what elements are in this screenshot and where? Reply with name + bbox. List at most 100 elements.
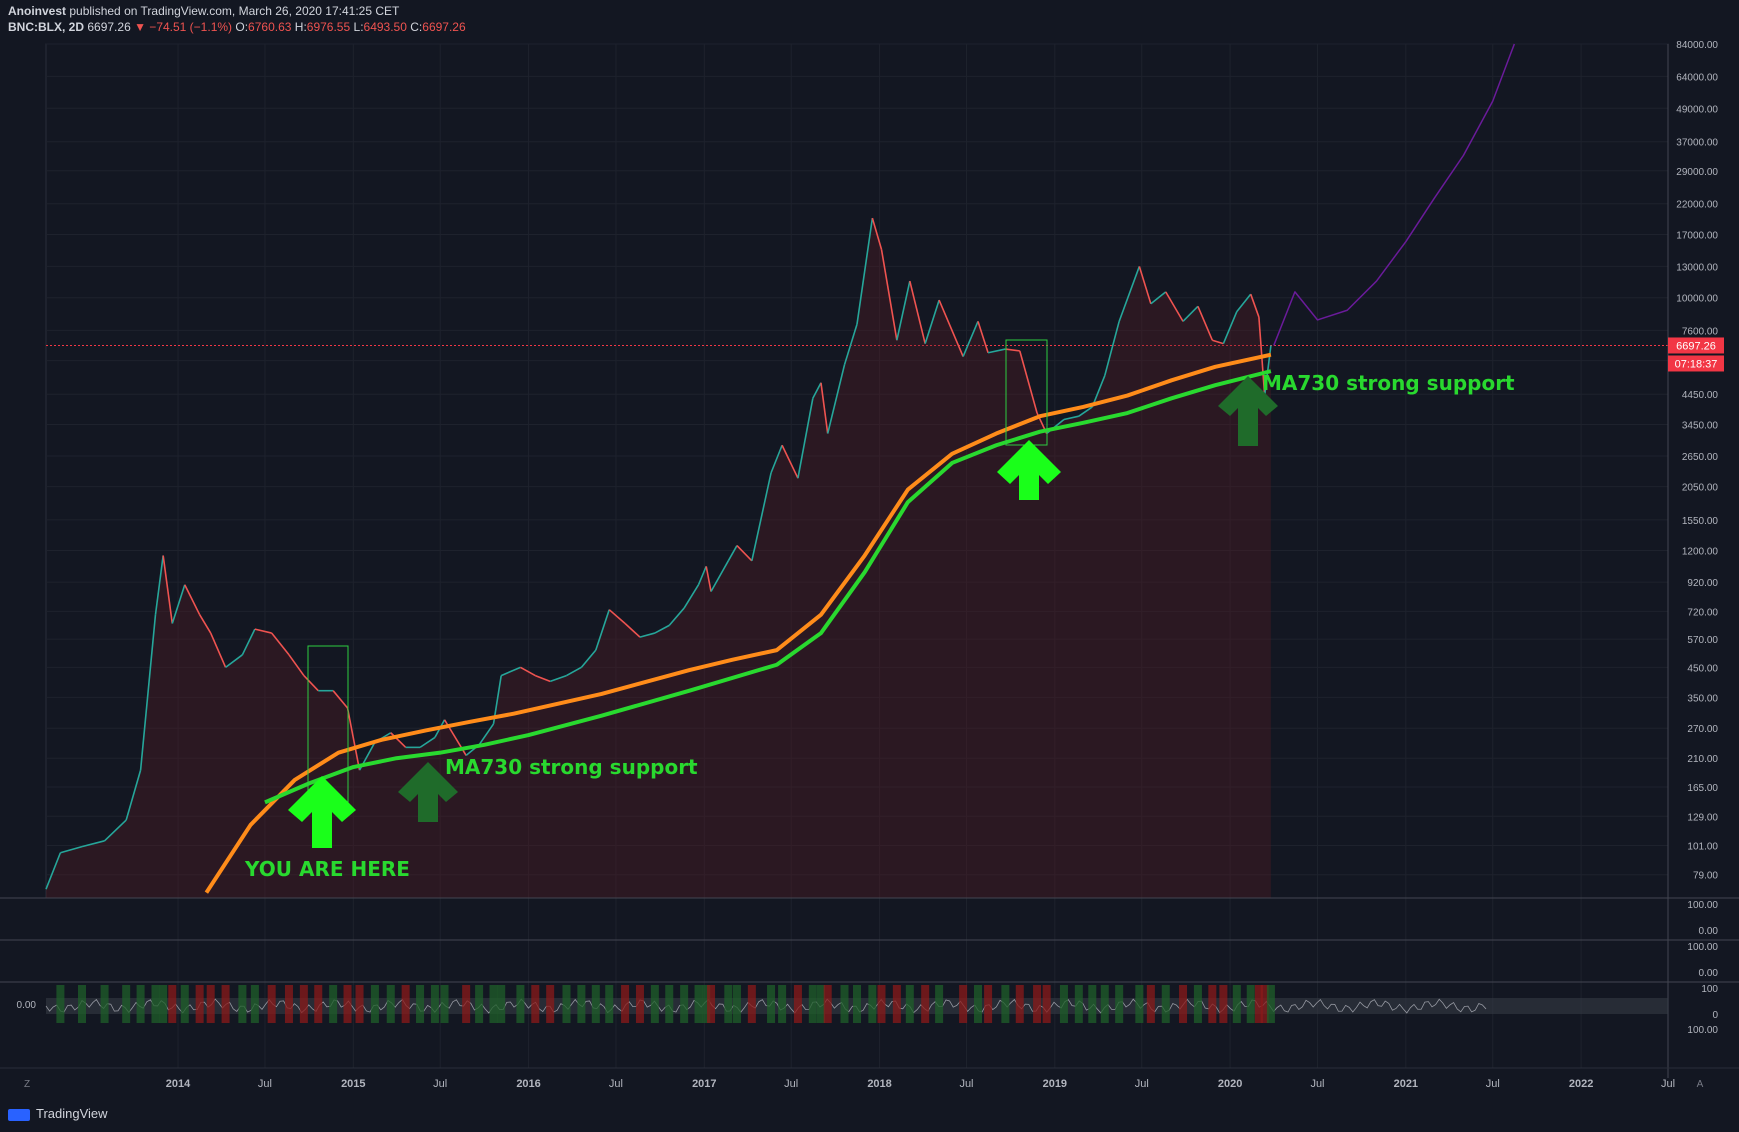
oscillator-bar <box>984 985 993 1023</box>
oscillator-bar <box>475 985 484 1023</box>
oscillator-bar <box>605 985 614 1023</box>
tradingview-logo[interactable]: TradingView <box>8 1106 108 1121</box>
arrow-up-icon <box>1218 376 1278 446</box>
y-tick-label: 165.00 <box>1687 783 1718 794</box>
price-candle-segment <box>580 649 597 668</box>
close-value: 6697.26 <box>422 20 466 34</box>
price-candle-segment <box>198 614 212 634</box>
auto-scale-a-button[interactable]: A <box>1697 1079 1704 1090</box>
price-candle-segment <box>104 819 127 842</box>
oscillator-bar <box>1033 985 1042 1023</box>
indicator-pane-3-left-label: 0.00 <box>17 1000 37 1011</box>
oscillator-bar <box>329 985 338 1023</box>
y-tick-label: 920.00 <box>1687 578 1718 589</box>
price-candle-segment <box>288 654 305 677</box>
price-candle-segment <box>162 555 174 624</box>
indicator-pane-2-scale-label: 0.00 <box>1699 968 1719 979</box>
oscillator-bar <box>892 985 901 1023</box>
price-candle-segment <box>909 280 926 344</box>
price-candle-segment <box>125 769 142 821</box>
oscillator-bar <box>1115 985 1124 1023</box>
price-candle-segment <box>987 348 1006 354</box>
oscillator-bar <box>489 985 498 1023</box>
oscillator-bar <box>665 985 674 1023</box>
oscillator-bar <box>1232 985 1241 1023</box>
oscillator-bar <box>531 985 540 1023</box>
price-candle-segment <box>1063 415 1080 421</box>
oscillator-bar <box>1135 985 1144 1023</box>
author-name[interactable]: Anoinvest <box>8 4 67 18</box>
indicator-pane-2-scale-label: 100.00 <box>1687 942 1718 953</box>
price-candle-segment <box>751 472 772 561</box>
price-candle-segment <box>1019 350 1038 414</box>
oscillator-bar <box>168 985 177 1023</box>
price-candle-segment <box>1078 406 1093 417</box>
symbol-label[interactable]: BNC:BLX, 2D <box>8 20 85 34</box>
oscillator-bar <box>78 985 87 1023</box>
price-badges: 6697.26 07:18:37 <box>1668 337 1724 372</box>
price-candle-segment <box>60 845 83 854</box>
price-candle-segment <box>654 624 670 634</box>
oscillator-bar <box>1179 985 1188 1023</box>
x-tick-label: 2016 <box>516 1078 540 1090</box>
price-candle-segment <box>1118 266 1141 322</box>
price-candle-segment <box>1091 375 1106 408</box>
x-tick-label: 2019 <box>1043 1078 1067 1090</box>
x-tick-label: Jul <box>433 1078 447 1090</box>
oscillator-bar <box>921 985 930 1023</box>
oscillator-bar <box>868 985 877 1023</box>
oscillator-bar <box>767 985 776 1023</box>
oscillator-bar <box>440 985 449 1023</box>
x-tick-label: 2017 <box>692 1078 716 1090</box>
price-area <box>46 218 1271 898</box>
footer-bar <box>0 1100 1739 1132</box>
oscillator-bar <box>1042 985 1051 1023</box>
oscillator-bar <box>343 985 352 1023</box>
price-candle-segment <box>1212 339 1224 345</box>
price-candle-segment <box>1165 291 1184 322</box>
oscillator-bar <box>1193 985 1202 1023</box>
price-candle-segment <box>154 555 164 615</box>
price-candle-segment <box>419 736 436 749</box>
x-tick-label: Jul <box>1310 1078 1324 1090</box>
arrow-up-icon <box>997 440 1061 500</box>
indicator-pane-1-scale-label: 100.00 <box>1687 900 1718 911</box>
oscillator-bar <box>1015 985 1024 1023</box>
price-candle-segment <box>139 614 157 771</box>
high-label: H: <box>294 20 307 34</box>
oscillator-bar <box>840 985 849 1023</box>
you-are-here-label: YOU ARE HERE <box>244 857 410 881</box>
chart-axes: 84000.00 64000.00 49000.00 37000.00 29000.00… <box>0 40 1739 1090</box>
price-candle-segment <box>1236 293 1252 313</box>
y-tick-label: 129.00 <box>1687 812 1718 823</box>
low-label: L: <box>353 20 364 34</box>
y-tick-label: 2050.00 <box>1682 483 1719 494</box>
x-tick-label: Jul <box>1135 1078 1149 1090</box>
x-tick-label: 2015 <box>341 1078 365 1090</box>
price-chart[interactable]: YOU ARE HERE MA730 strong support MA730 … <box>0 0 1739 1100</box>
oscillator-bar <box>238 985 247 1023</box>
price-candle-segment <box>595 609 610 651</box>
price-candle-segment <box>697 566 707 586</box>
y-tick-label: 13000.00 <box>1676 262 1718 273</box>
arrow-up-icon <box>398 762 458 822</box>
auto-scale-z-button[interactable]: Z <box>24 1079 30 1090</box>
price-candle-segment <box>668 607 685 626</box>
oscillator-bar <box>1100 985 1109 1023</box>
indicator-pane-3-scale-label: 100 <box>1701 984 1718 995</box>
oscillator-bar <box>732 985 741 1023</box>
price-candle-segment <box>303 675 319 692</box>
y-tick-label: 1200.00 <box>1682 546 1719 557</box>
oscillator-bar <box>267 985 276 1023</box>
y-tick-label: 350.00 <box>1687 693 1718 704</box>
x-tick-label: 2020 <box>1218 1078 1242 1090</box>
price-candle-segment <box>843 324 858 365</box>
y-tick-label: 720.00 <box>1687 607 1718 618</box>
oscillator-bar <box>823 985 832 1023</box>
oscillator-bar <box>1260 985 1269 1023</box>
price-candle-segment <box>271 632 290 656</box>
oscillator-bar <box>877 985 886 1023</box>
oscillator-bar <box>974 985 983 1023</box>
oscillator-bar <box>100 985 109 1023</box>
price-candle-segment <box>820 382 829 434</box>
